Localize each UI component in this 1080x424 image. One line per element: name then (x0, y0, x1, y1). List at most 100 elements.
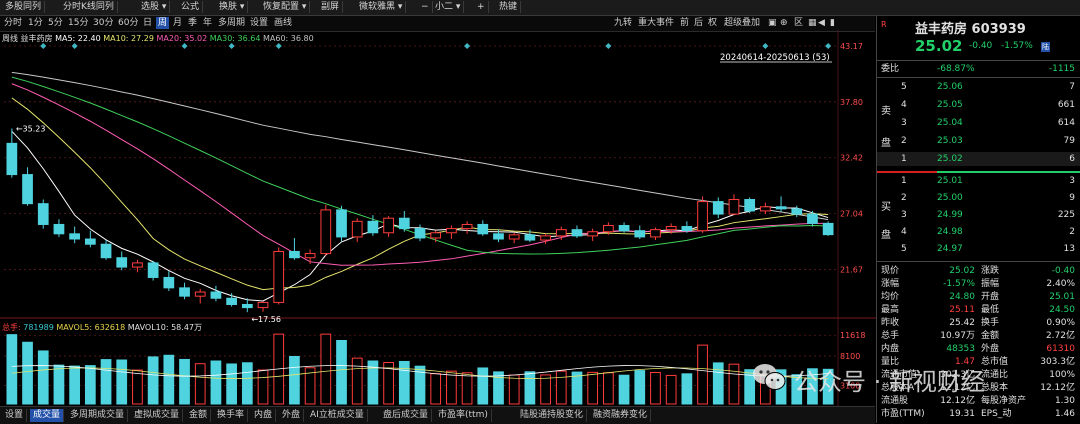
ask-level-1[interactable]: 1 25.02 6 (877, 152, 1080, 166)
volume-bar (697, 344, 708, 405)
grid-icon[interactable]: ▦ (808, 18, 817, 28)
candle (336, 209, 347, 238)
tab-12[interactable]: 融资融券变化 (590, 409, 652, 422)
post-adjust-button[interactable]: 后 (694, 18, 704, 28)
period-quarter[interactable]: 季 (188, 18, 198, 28)
stat-row: 流通市值 302.3亿 流通比 100% (881, 370, 1075, 380)
multi-stock-button[interactable]: 多股同列 (2, 1, 46, 13)
volume-bar (100, 359, 112, 405)
tab-9[interactable]: 盘后成交量 (380, 409, 433, 422)
bid-level-2[interactable]: 2 25.00 9 (901, 193, 1075, 203)
pre-adjust-button[interactable]: 前 (680, 18, 690, 28)
period-year[interactable]: 年 (203, 18, 213, 28)
volume-bar (807, 368, 818, 405)
tab-2[interactable]: 多周期成交量 (67, 409, 129, 422)
ma30-value: MA30: 36.64 (209, 34, 261, 43)
volume-bar (414, 365, 426, 405)
font-select[interactable]: 微软雅黑 ▾ (356, 1, 407, 13)
stat-row: 最高 25.11 最低 24.50 (881, 305, 1075, 315)
volume-bar (367, 360, 379, 405)
candle (587, 231, 599, 237)
bid-level-3[interactable]: 3 24.99 225 (901, 210, 1075, 220)
ask-level-5[interactable]: 5 25.06 7 (901, 82, 1075, 92)
nine-turn-button[interactable]: 九转 (614, 18, 633, 28)
skin-button[interactable]: 换肤 ▾ (216, 1, 249, 13)
period-month[interactable]: 月 (173, 18, 183, 28)
volume-bar (822, 368, 834, 405)
bid-level-4[interactable]: 4 24.98 2 (901, 227, 1075, 237)
tab-0[interactable]: 设置 (2, 409, 28, 422)
tab-1[interactable]: 成交量 (30, 409, 65, 422)
period-5min[interactable]: 5分 (48, 18, 63, 28)
bid-level-5[interactable]: 5 24.97 13 (901, 244, 1075, 254)
candle (744, 199, 756, 212)
vol-tick-label: 8100 (840, 352, 860, 361)
stock-picker-button[interactable]: 选股 ▾ (138, 1, 171, 13)
volume-bar (430, 373, 442, 405)
volume-bar (69, 365, 81, 405)
candle (37, 203, 49, 225)
period-60min[interactable]: 60分 (118, 18, 139, 28)
timeshare-kline-button[interactable]: 分时K线同列 (60, 1, 118, 13)
rights-button[interactable]: 权 (708, 18, 718, 28)
tab-8[interactable]: AI立桩成交量 (307, 409, 368, 422)
super-overlay-button[interactable]: 超级叠加 (724, 18, 761, 28)
period-settings[interactable]: 设置 (250, 18, 269, 28)
volume-bar (336, 340, 347, 405)
font-size-select[interactable]: 小二 ▾ (432, 1, 465, 13)
tab-5[interactable]: 换手率 (214, 409, 249, 422)
period-day[interactable]: 日 (143, 18, 153, 28)
tab-7[interactable]: 外盘 (279, 409, 305, 422)
candle (226, 297, 237, 305)
draw-line-button[interactable]: 画线 (274, 18, 293, 28)
period-30min[interactable]: 30分 (93, 18, 114, 28)
zoom-in-icon[interactable]: ⊕ (780, 18, 788, 28)
ma5-value: MA5: 22.40 (55, 34, 101, 43)
candle (22, 174, 33, 205)
volume-bar (179, 358, 190, 405)
ask-level-4[interactable]: 4 25.05 661 (901, 100, 1075, 110)
font-size-decrease-button[interactable]: − (418, 1, 433, 13)
tab-4[interactable]: 金额 (186, 409, 212, 422)
volume-bar (132, 369, 143, 405)
secondary-screen-button[interactable]: 副屏 (318, 1, 344, 13)
price-change: -0.40 (969, 41, 993, 51)
tab-11[interactable]: 陆股通持股变化 (517, 409, 588, 422)
camera-icon[interactable]: ▣ (768, 18, 777, 28)
period-15min[interactable]: 15分 (68, 18, 89, 28)
formula-button[interactable]: 公式 (178, 1, 204, 13)
period-multi[interactable]: 多周期 (218, 18, 246, 28)
candle (697, 201, 708, 232)
region-button[interactable]: 区 (794, 18, 804, 28)
candle (775, 206, 787, 210)
ask-level-3[interactable]: 3 25.04 614 (901, 118, 1075, 128)
current-price: 25.02 (915, 37, 963, 55)
ask-level-2[interactable]: 2 25.03 79 (901, 136, 1075, 146)
hotkey-button[interactable]: 热键 (496, 1, 522, 13)
major-event-button[interactable]: 重大事件 (638, 18, 675, 28)
period-1min[interactable]: 1分 (28, 18, 43, 28)
candles (6, 128, 834, 313)
candle (634, 230, 646, 238)
tab-3[interactable]: 虚拟成交量 (131, 409, 184, 422)
tab-6[interactable]: 内盘 (251, 409, 277, 422)
kline-chart[interactable]: 43.17 37.80 32.42 27.04 21.67 11618 8100 3100 ←… (0, 30, 876, 406)
event-diamond (762, 43, 769, 49)
volume-bar (744, 369, 756, 405)
period-week[interactable]: 周 (156, 17, 170, 29)
volume-bar (163, 354, 175, 405)
vol-ma-line (11, 365, 829, 377)
speaker-icon[interactable]: ◀ (818, 18, 825, 28)
tab-10[interactable]: 市盈率(ttm) (435, 409, 492, 422)
period-timeshare[interactable]: 分时 (4, 18, 23, 28)
volume-bar (587, 371, 599, 405)
event-diamond (605, 43, 612, 49)
watermark: 公众号 · 新视财经 (752, 360, 1072, 396)
volume-bar (650, 371, 661, 405)
restore-config-button[interactable]: 恢复配置 ▾ (260, 1, 311, 13)
bid-level-1[interactable]: 1 25.01 3 (901, 176, 1075, 186)
font-size-increase-button[interactable]: + (474, 1, 489, 13)
mavol5-value: 632618 (94, 323, 126, 332)
vol-tick-label: 11618 (840, 331, 865, 340)
menu-icon[interactable]: ▮ (830, 18, 835, 28)
